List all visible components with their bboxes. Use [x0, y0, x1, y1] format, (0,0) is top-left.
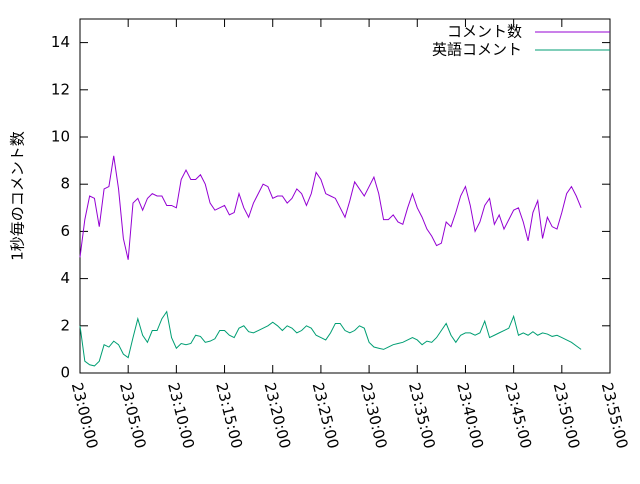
x-tick-label: 23:25:00 [309, 381, 343, 451]
y-tick-label: 0 [60, 364, 70, 382]
x-tick-label: 23:05:00 [116, 381, 150, 451]
x-tick-label: 23:30:00 [357, 381, 391, 451]
x-tick-label: 23:35:00 [405, 381, 439, 451]
y-tick-label: 12 [51, 80, 70, 98]
x-tick-label: 23:00:00 [68, 381, 102, 451]
legend-label: コメント数 [447, 23, 522, 41]
series-line [79, 155, 582, 260]
y-tick-label: 8 [60, 175, 70, 193]
y-tick-label: 10 [51, 128, 70, 146]
series-line [79, 310, 582, 367]
y-tick-label: 14 [51, 33, 70, 51]
y-tick-label: 6 [60, 222, 70, 240]
x-tick-label: 23:15:00 [212, 381, 246, 451]
x-tick-label: 23:20:00 [260, 381, 294, 451]
x-tick-label: 23:55:00 [598, 381, 632, 451]
y-axis-label: 1秒毎のコメント数 [9, 131, 27, 261]
x-tick-label: 23:40:00 [453, 381, 487, 451]
x-tick-label: 23:50:00 [550, 381, 584, 451]
y-tick-label: 2 [60, 316, 70, 334]
legend-label: 英語コメント [432, 41, 522, 59]
y-tick-label: 4 [60, 269, 70, 287]
plot-border [79, 18, 611, 374]
x-tick-label: 23:10:00 [164, 381, 198, 451]
x-tick-label: 23:45:00 [501, 381, 535, 451]
